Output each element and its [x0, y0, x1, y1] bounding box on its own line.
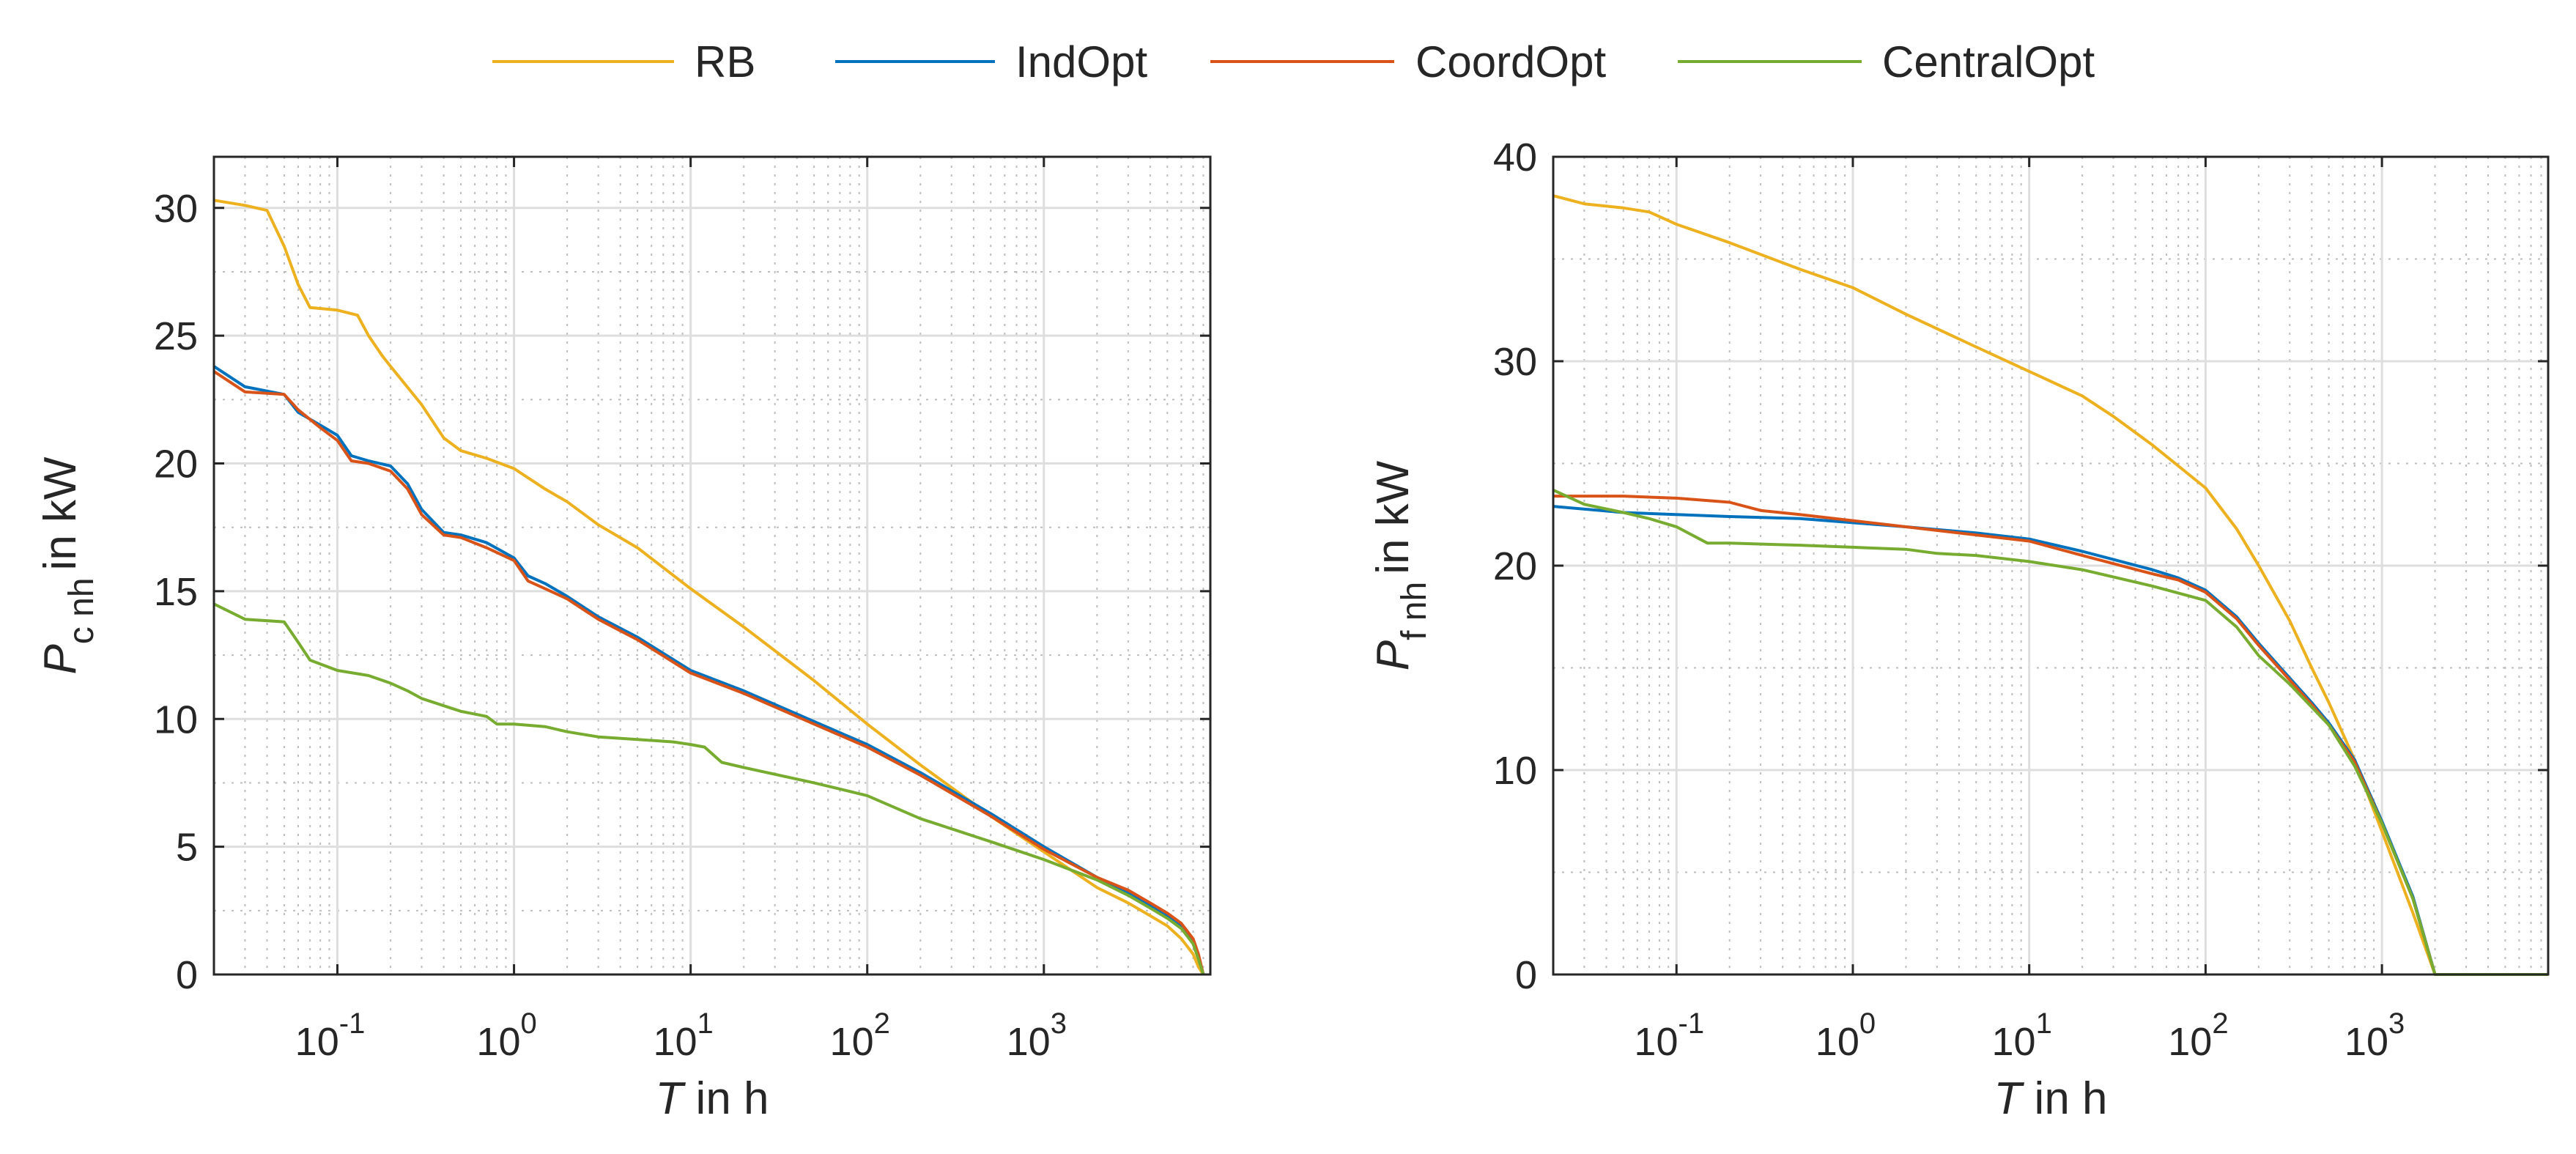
y-tick-label: 20 [154, 443, 198, 487]
y-tick-label: 30 [154, 187, 198, 231]
series-line-rb [1553, 194, 2548, 976]
x-tick-label: 103 [2344, 1007, 2405, 1064]
series-line-rb [214, 199, 1205, 976]
y-tick-label: 10 [154, 698, 198, 741]
series-line-centralopt [1553, 488, 2548, 976]
x-tick-label: 100 [1816, 1007, 1876, 1064]
series-group [214, 199, 1205, 976]
major-grid [214, 157, 1210, 976]
x-tick-label: 103 [1007, 1007, 1067, 1064]
y-tick-label: 20 [1493, 544, 1537, 588]
y-tick-label: 30 [1493, 340, 1537, 384]
series-line-indopt [214, 365, 1205, 975]
x-tick-label: 101 [1992, 1007, 2052, 1064]
chart-left-pc-nh: 0 5 10 15 20 25 30 10-1 100 101 102 103 T in h Pc nhi… [35, 155, 1212, 1124]
series-line-coordopt [214, 370, 1205, 975]
series-line-centralopt [214, 602, 1205, 975]
x-tick-label: 102 [2168, 1007, 2228, 1064]
legend-label-rb: RB [695, 37, 755, 86]
legend-label-indopt: IndOpt [1015, 37, 1147, 86]
series-line-coordopt [1553, 495, 2548, 976]
chart-right-pf-nh: 0 10 20 30 40 10-1 100 101 102 103 T in h Pf nhin k… [1368, 136, 2550, 1124]
series-line-indopt [1553, 505, 2548, 976]
tick-marks [214, 157, 1210, 976]
axes-frame [212, 155, 1212, 976]
x-axis-label: T in h [655, 1073, 769, 1124]
y-axis-label: Pc nhin kW [35, 456, 101, 675]
y-axis-label: Pf nhin kW [1368, 460, 1434, 670]
legend: RB IndOpt CoordOpt CentralOpt [492, 37, 2095, 86]
y-tick-label: 40 [1493, 136, 1537, 180]
y-tick-label: 25 [154, 314, 198, 358]
legend-label-coordopt: CoordOpt [1415, 37, 1606, 86]
x-tick-label: 102 [830, 1007, 890, 1064]
y-tick-label: 5 [176, 826, 198, 870]
series-group [1553, 194, 2548, 976]
x-tick-label: 10-1 [295, 1007, 366, 1064]
y-tick-label: 0 [176, 953, 198, 997]
x-tick-label: 100 [476, 1007, 536, 1064]
y-tick-label: 10 [1493, 749, 1537, 793]
tick-marks [1553, 155, 2548, 976]
x-tick-label: 10-1 [1634, 1007, 1704, 1064]
x-axis-label: T in h [1994, 1073, 2107, 1124]
legend-label-centralopt: CentralOpt [1882, 37, 2095, 86]
y-tick-label: 15 [154, 570, 198, 614]
x-tick-label: 101 [653, 1007, 713, 1064]
minor-grid [214, 157, 1210, 974]
y-tick-label: 0 [1515, 953, 1537, 997]
